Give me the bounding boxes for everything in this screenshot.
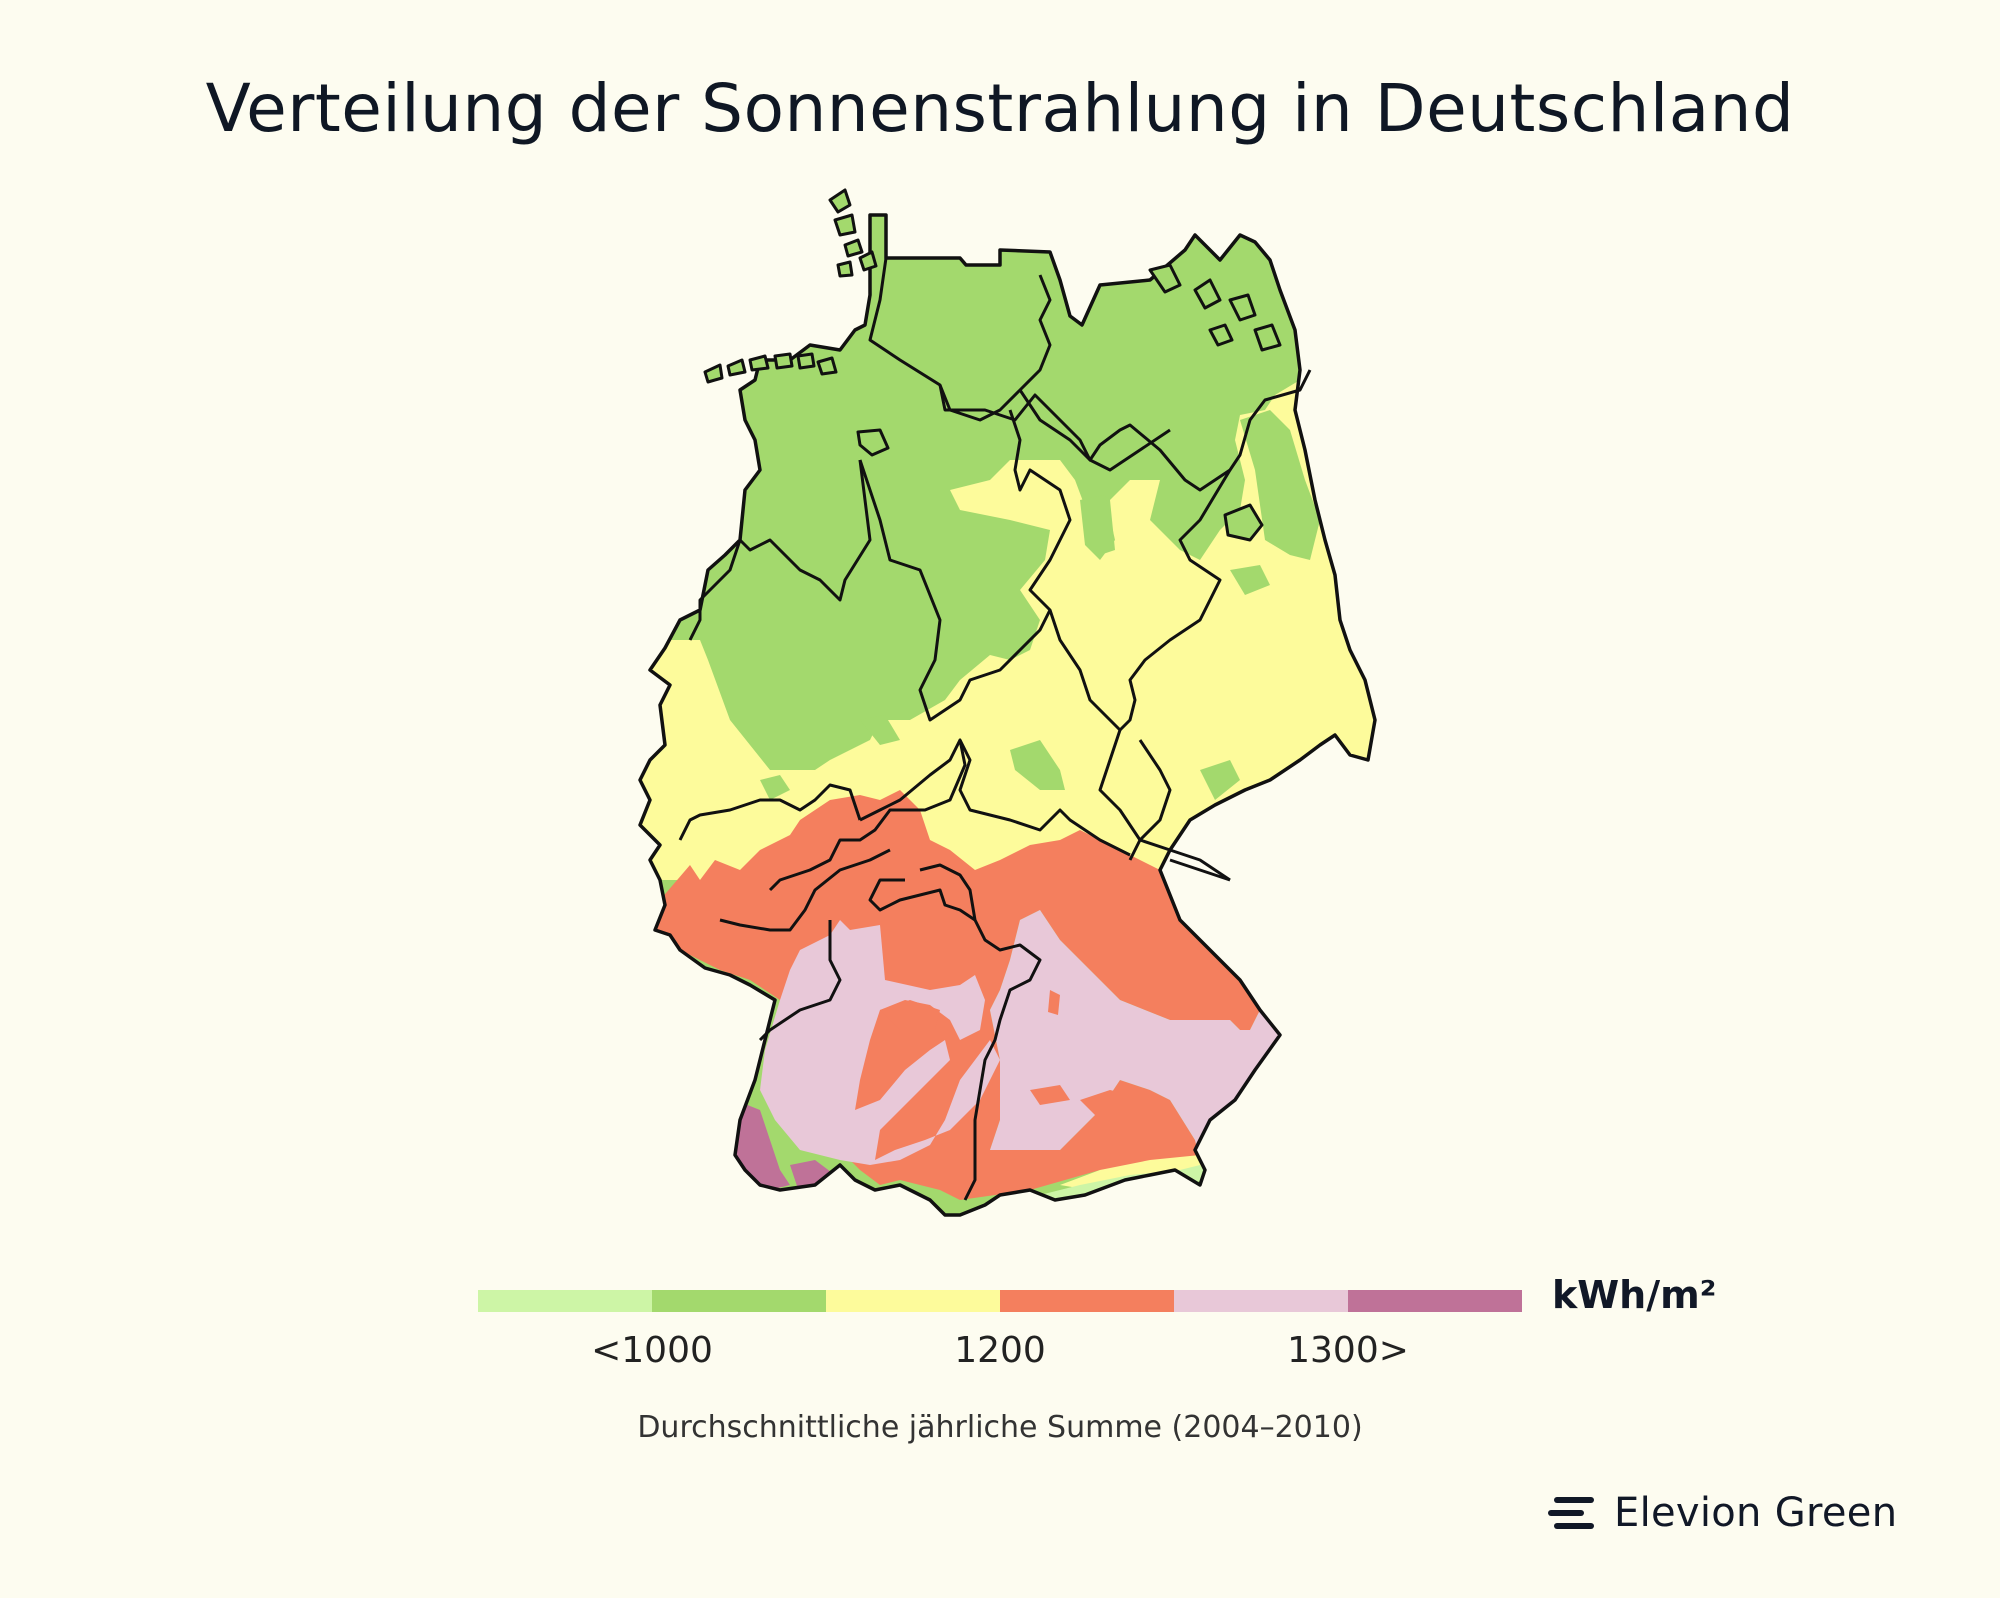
legend-swatch	[826, 1290, 1000, 1312]
legend-color-bar	[478, 1290, 1522, 1312]
legend-caption: Durchschnittliche jährliche Summe (2004–…	[637, 1410, 1363, 1445]
region-yellow	[640, 380, 1375, 880]
legend-tick-label: 1200	[954, 1330, 1046, 1371]
region-orange-patch	[1030, 1085, 1070, 1105]
legend-swatch	[1174, 1290, 1348, 1312]
region-pink	[760, 910, 1300, 1165]
region-purple	[735, 1100, 790, 1190]
region-green-patch	[1230, 565, 1270, 595]
state-borders	[678, 257, 1312, 1201]
region-green-patch	[1200, 760, 1240, 800]
region-green-patch	[1080, 495, 1115, 560]
region-orange-patch	[1080, 1090, 1130, 1115]
region-orange-patch	[880, 1000, 940, 1030]
brand-logo: Elevion Green	[1548, 1488, 1897, 1538]
germany-map	[620, 185, 1380, 1245]
legend-tick-label: 1300>	[1287, 1330, 1409, 1371]
legend-swatch	[1000, 1290, 1174, 1312]
legend-swatch	[478, 1290, 652, 1312]
legend-tick-label: <1000	[591, 1330, 713, 1371]
brand-mark-icon	[1548, 1497, 1594, 1529]
region-green-patch	[1010, 740, 1065, 790]
region-green-patch	[860, 715, 900, 745]
legend-swatch	[1348, 1290, 1522, 1312]
region-orange-patch	[1048, 990, 1060, 1015]
map-title: Verteilung der Sonnenstrahlung in Deutsc…	[205, 70, 1795, 147]
region-green-patch	[760, 775, 790, 800]
region-green-patch	[1240, 410, 1320, 560]
germany-outline	[638, 213, 1377, 1217]
islands	[703, 188, 1282, 542]
brand-name: Elevion Green	[1614, 1490, 1898, 1536]
legend-unit: kWh/m²	[1552, 1273, 1717, 1317]
legend-swatch	[652, 1290, 826, 1312]
